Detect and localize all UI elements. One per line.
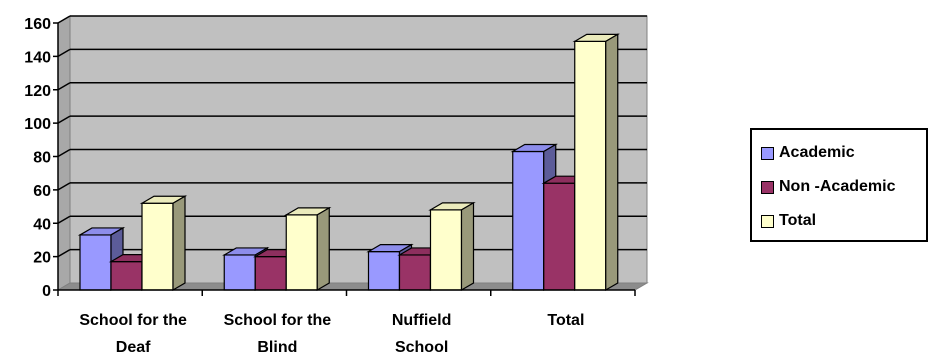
legend-label-academic: Academic	[779, 144, 855, 161]
bar-side	[172, 195, 186, 292]
bar-3-2	[572, 33, 620, 292]
legend-swatch-academic	[761, 146, 774, 160]
y-tick-label: 140	[24, 49, 51, 66]
legend-item-non-academic: Non -Academic	[761, 177, 895, 197]
y-tick-label: 20	[33, 250, 51, 267]
legend-label-total: Total	[779, 212, 817, 229]
bar-2-2	[428, 201, 476, 292]
x-category-label: School for the	[79, 312, 187, 329]
bar-front	[285, 214, 318, 291]
bar-0-2	[139, 195, 188, 292]
legend: Academic Non -Academic Total	[750, 128, 928, 242]
legend-item-total: Total	[761, 211, 816, 231]
bar-front	[110, 261, 143, 291]
y-tick-label: 60	[33, 183, 51, 200]
x-category-label: Nuffield	[392, 312, 452, 329]
bar-front	[543, 182, 576, 291]
y-tick-label: 160	[24, 16, 51, 33]
gridline-side	[57, 248, 71, 258]
gridline-side	[57, 15, 71, 24]
y-tick-label: 40	[33, 216, 51, 233]
bar-0-0	[77, 226, 126, 292]
x-category-label: Blind	[257, 339, 297, 356]
legend-swatch-total	[761, 214, 774, 228]
y-tick-label: 120	[24, 83, 51, 100]
y-tick-label: 0	[42, 283, 51, 300]
gridline-side	[57, 182, 71, 191]
bar-front	[79, 234, 112, 291]
bar-front	[141, 202, 174, 291]
bar-front	[512, 150, 545, 291]
bar-front	[367, 251, 401, 291]
x-category-label: Total	[547, 312, 584, 329]
axes	[53, 22, 636, 296]
bars	[77, 33, 620, 292]
y-tick-label: 80	[33, 150, 51, 167]
legend-item-academic: Academic	[761, 143, 855, 163]
bar-side	[605, 33, 619, 292]
gridline-side	[57, 82, 71, 91]
legend-swatch-non-academic	[761, 180, 774, 194]
axis-labels: 0 20 40 60 80 100 120 140 160 School for the Deaf S…	[24, 16, 584, 356]
x-category-label: School	[395, 339, 448, 356]
x-category-label: School for the	[224, 312, 332, 329]
legend-label-non-academic: Non -Academic	[779, 178, 896, 195]
gridline-side	[57, 48, 71, 58]
y-tick-label: 100	[24, 116, 51, 133]
gridline-side	[57, 148, 71, 158]
bar-front	[223, 254, 256, 291]
bar-front	[254, 256, 287, 291]
gridline-side	[57, 215, 71, 224]
x-category-label: Deaf	[116, 339, 151, 356]
bar-front	[429, 209, 463, 291]
bar-side	[460, 201, 475, 292]
gridline-side	[57, 115, 71, 124]
bar-side	[316, 206, 330, 292]
bar-1-2	[284, 206, 332, 292]
bar-front	[574, 40, 607, 291]
bar-front	[398, 254, 432, 291]
